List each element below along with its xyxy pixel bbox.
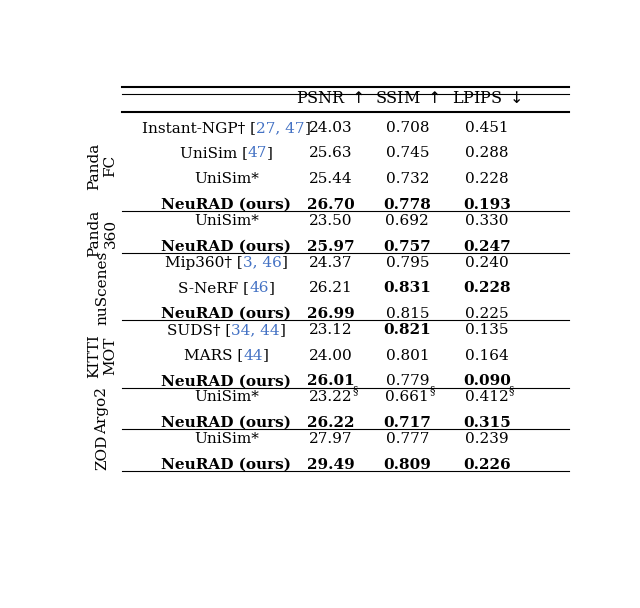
Text: UniSim*: UniSim*	[194, 432, 259, 446]
Text: MARS [: MARS [	[184, 348, 243, 362]
Text: NeuRAD (ours): NeuRAD (ours)	[161, 307, 291, 321]
Text: NeuRAD (ours): NeuRAD (ours)	[161, 458, 291, 472]
Text: 23.12: 23.12	[308, 323, 352, 337]
Text: 34, 44: 34, 44	[231, 323, 280, 337]
Text: 0.661: 0.661	[385, 390, 429, 404]
Text: ]: ]	[280, 323, 285, 337]
Text: 46: 46	[249, 282, 269, 295]
Text: UniSim*: UniSim*	[194, 214, 259, 228]
Text: 24.00: 24.00	[308, 348, 353, 362]
Text: ]: ]	[305, 121, 310, 135]
Text: §: §	[429, 385, 435, 395]
Text: 0.779: 0.779	[386, 375, 429, 389]
Text: 0.795: 0.795	[386, 255, 429, 269]
Text: Argo2: Argo2	[95, 387, 109, 434]
Text: 0.708: 0.708	[386, 121, 429, 135]
Text: UniSim*: UniSim*	[194, 172, 259, 186]
Text: NeuRAD (ours): NeuRAD (ours)	[161, 240, 291, 254]
Text: 0.809: 0.809	[383, 458, 431, 472]
Text: 0.225: 0.225	[465, 307, 509, 321]
Text: 25.63: 25.63	[308, 147, 352, 161]
Text: 0.692: 0.692	[385, 214, 429, 228]
Text: Mip360† [: Mip360† [	[165, 255, 243, 269]
Text: PSNR $\uparrow$: PSNR $\uparrow$	[296, 90, 365, 107]
Text: 26.70: 26.70	[307, 198, 355, 212]
Text: NeuRAD (ours): NeuRAD (ours)	[161, 198, 291, 212]
Text: LPIPS $\downarrow$: LPIPS $\downarrow$	[452, 90, 522, 107]
Text: 0.228: 0.228	[463, 282, 511, 295]
Text: §: §	[352, 385, 358, 395]
Text: 26.01: 26.01	[307, 375, 355, 389]
Text: 24.37: 24.37	[308, 255, 352, 269]
Text: Panda
FC: Panda FC	[87, 143, 117, 190]
Text: nuScenes: nuScenes	[95, 251, 109, 325]
Text: 0.164: 0.164	[465, 348, 509, 362]
Text: 0.240: 0.240	[465, 255, 509, 269]
Text: 0.777: 0.777	[386, 432, 429, 446]
Text: 27, 47: 27, 47	[256, 121, 305, 135]
Text: 0.412: 0.412	[465, 390, 509, 404]
Text: 0.732: 0.732	[386, 172, 429, 186]
Text: 47: 47	[248, 147, 267, 161]
Text: ]: ]	[267, 147, 273, 161]
Text: ]: ]	[263, 348, 269, 362]
Text: 0.831: 0.831	[383, 282, 431, 295]
Text: 0.239: 0.239	[465, 432, 509, 446]
Text: 0.247: 0.247	[463, 240, 511, 254]
Text: 0.821: 0.821	[383, 323, 431, 337]
Text: UniSim [: UniSim [	[180, 147, 248, 161]
Text: 0.330: 0.330	[465, 214, 508, 228]
Text: 0.090: 0.090	[463, 375, 511, 389]
Text: 27.97: 27.97	[308, 432, 352, 446]
Text: 0.228: 0.228	[465, 172, 509, 186]
Text: 0.778: 0.778	[383, 198, 431, 212]
Text: 23.22: 23.22	[308, 390, 352, 404]
Text: Instant-NGP† [: Instant-NGP† [	[142, 121, 256, 135]
Text: ]: ]	[282, 255, 287, 269]
Text: 0.451: 0.451	[465, 121, 509, 135]
Text: 0.745: 0.745	[386, 147, 429, 161]
Text: 24.03: 24.03	[308, 121, 352, 135]
Text: 0.801: 0.801	[385, 348, 429, 362]
Text: 0.288: 0.288	[465, 147, 508, 161]
Text: 29.49: 29.49	[307, 458, 355, 472]
Text: 0.315: 0.315	[463, 416, 511, 430]
Text: UniSim*: UniSim*	[194, 390, 259, 404]
Text: SSIM $\uparrow$: SSIM $\uparrow$	[375, 90, 440, 107]
Text: 26.21: 26.21	[308, 282, 353, 295]
Text: 0.135: 0.135	[465, 323, 508, 337]
Text: 25.97: 25.97	[307, 240, 355, 254]
Text: 0.757: 0.757	[383, 240, 431, 254]
Text: 3, 46: 3, 46	[243, 255, 282, 269]
Text: ]: ]	[269, 282, 275, 295]
Text: 0.717: 0.717	[383, 416, 431, 430]
Text: ZOD: ZOD	[95, 434, 109, 469]
Text: 44: 44	[243, 348, 263, 362]
Text: 0.815: 0.815	[386, 307, 429, 321]
Text: §: §	[509, 385, 514, 395]
Text: 26.99: 26.99	[307, 307, 355, 321]
Text: 0.226: 0.226	[463, 458, 511, 472]
Text: 26.22: 26.22	[307, 416, 354, 430]
Text: 25.44: 25.44	[308, 172, 352, 186]
Text: NeuRAD (ours): NeuRAD (ours)	[161, 416, 291, 430]
Text: 0.193: 0.193	[463, 198, 511, 212]
Text: KITTI
MOT: KITTI MOT	[87, 334, 117, 378]
Text: S-NeRF [: S-NeRF [	[178, 282, 249, 295]
Text: NeuRAD (ours): NeuRAD (ours)	[161, 375, 291, 389]
Text: Panda
360: Panda 360	[87, 210, 117, 257]
Text: SUDS† [: SUDS† [	[167, 323, 231, 337]
Text: 23.50: 23.50	[308, 214, 352, 228]
